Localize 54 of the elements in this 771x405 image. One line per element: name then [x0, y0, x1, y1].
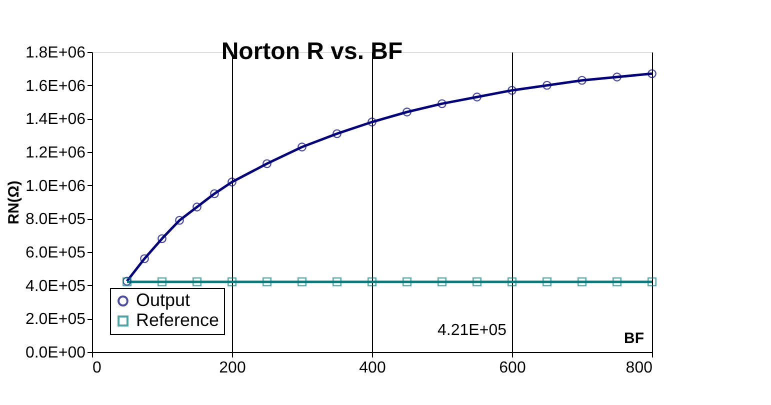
point	[228, 178, 236, 186]
x-tick-label: 200	[219, 360, 246, 376]
point	[175, 216, 184, 225]
legend-label: Reference	[136, 310, 220, 330]
point	[508, 86, 516, 95]
point	[262, 277, 272, 286]
legend-label: Output	[136, 290, 190, 310]
point	[298, 277, 306, 286]
point	[140, 254, 149, 264]
point	[368, 277, 376, 286]
point	[210, 189, 219, 198]
y-tick-label: 8.0E+05	[25, 211, 86, 228]
point	[402, 277, 412, 286]
point	[438, 99, 446, 108]
y-tick-label: 4.0E+05	[25, 278, 86, 295]
y-tick-label: 2.0E+05	[25, 311, 86, 328]
y-tick-label: 1.2E+06	[25, 144, 86, 162]
point	[612, 72, 622, 82]
y-tick-label: 1.4E+06	[25, 111, 86, 128]
point	[578, 76, 586, 85]
y-tick-label: 0.0E+00	[25, 344, 86, 362]
point	[192, 277, 202, 286]
x-axis-title: BF	[624, 330, 644, 347]
x-tick-label: 600	[499, 360, 526, 376]
point	[508, 277, 516, 286]
point	[472, 277, 482, 286]
y-axis-title: RN(Ω)	[5, 180, 22, 224]
y-tick-label: 1.6E+06	[25, 78, 86, 95]
point	[228, 277, 236, 286]
point	[368, 118, 376, 126]
point	[612, 277, 622, 286]
point	[542, 277, 552, 286]
point	[472, 92, 482, 102]
point	[262, 159, 272, 168]
y-tick-label: 6.0E+05	[25, 244, 86, 262]
point	[332, 277, 342, 286]
point	[332, 129, 342, 138]
point	[158, 277, 166, 286]
point	[298, 142, 306, 152]
point	[192, 202, 202, 212]
point	[158, 234, 166, 244]
x-tick-label: 400	[359, 360, 386, 376]
x-tick-label: 0	[92, 360, 102, 376]
point	[648, 277, 656, 286]
y-tick-label: 1.0E+06	[25, 178, 86, 195]
point	[648, 69, 656, 78]
point	[438, 277, 446, 286]
annotation: 4.21E+05	[438, 322, 507, 339]
y-tick-label: 1.8E+06	[25, 44, 86, 62]
point	[542, 80, 552, 90]
point	[402, 108, 412, 116]
x-tick-label: 800	[626, 360, 653, 376]
chart-title: Norton R vs. BF	[221, 38, 403, 65]
point	[578, 277, 586, 286]
